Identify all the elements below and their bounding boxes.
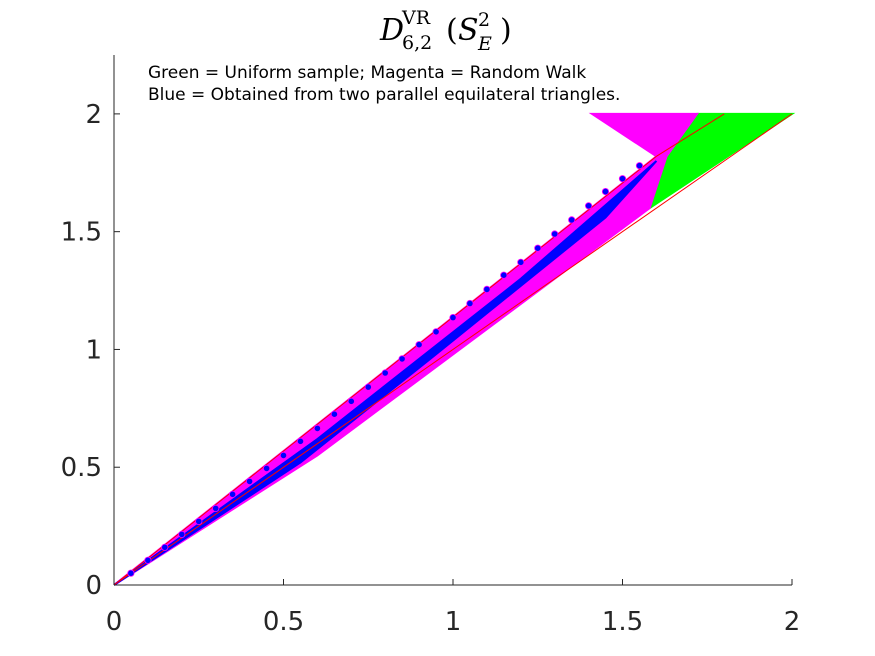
title-superscript: VR	[401, 7, 431, 29]
blue-point-16	[398, 355, 406, 363]
x-tick-label-2: 1	[445, 607, 462, 637]
y-tick-label-4: 2	[85, 100, 102, 130]
x-tick-label-1: 0.5	[263, 607, 304, 637]
blue-point-7	[246, 477, 254, 485]
annotation-line-2: Blue = Obtained from two parallel equila…	[148, 85, 620, 105]
plot-regions	[113, 112, 796, 586]
blue-point-27	[584, 202, 593, 210]
annotation-line-1: Green = Uniform sample; Magenta = Random…	[148, 63, 586, 83]
blue-point-2	[161, 543, 169, 551]
title-arg-superscript: 2	[478, 9, 490, 31]
annotation-block: Green = Uniform sample; Magenta = Random…	[148, 63, 620, 105]
blue-point-17	[415, 341, 423, 349]
blue-point-24	[534, 244, 542, 252]
chart-title: D VR 6,2 ( S 2 E )	[379, 7, 512, 55]
blue-point-0	[127, 569, 135, 577]
blue-point-6	[229, 490, 237, 498]
title-arg-base: S	[458, 13, 479, 48]
y-tick-label-0: 0	[85, 571, 102, 601]
blue-point-21	[483, 285, 491, 293]
plot-boundary-lines	[113, 113, 793, 586]
y-tick-label-1: 0.5	[61, 453, 102, 483]
y-ticks: 0 0.5 1 1.5 2	[61, 100, 120, 601]
region-1	[113, 112, 700, 586]
blue-point-22	[500, 271, 508, 279]
blue-point-3	[178, 530, 186, 539]
x-tick-label-3: 1.5	[602, 607, 643, 637]
blue-point-23	[517, 258, 525, 266]
blue-point-29	[618, 175, 627, 183]
axes: 0 0.5 1 1.5 2 0 0.5 1 1.5 2	[61, 55, 801, 637]
blue-point-14	[364, 383, 372, 391]
blue-point-11	[313, 424, 321, 432]
boundary-line-1	[113, 113, 793, 586]
title-arg-subscript: E	[477, 33, 492, 55]
blue-point-5	[212, 504, 220, 512]
blue-point-10	[296, 437, 305, 445]
title-open-paren: (	[446, 13, 458, 48]
blue-point-28	[601, 188, 610, 196]
blue-point-4	[195, 517, 203, 526]
blue-point-13	[347, 397, 355, 405]
blue-point-15	[381, 369, 389, 377]
title-subscript: 6,2	[402, 32, 432, 54]
blue-point-12	[330, 410, 338, 418]
blue-point-26	[568, 216, 576, 224]
blue-point-20	[466, 299, 474, 308]
x-tick-label-4: 2	[784, 607, 801, 637]
title-close-paren: )	[500, 13, 512, 48]
blue-point-9	[279, 451, 288, 459]
blue-point-8	[262, 464, 271, 472]
title-base: D	[379, 13, 404, 48]
x-tick-label-0: 0	[106, 607, 123, 637]
plot-blue-points	[127, 162, 644, 577]
blue-point-19	[449, 313, 457, 322]
x-ticks: 0 0.5 1 1.5 2	[106, 579, 801, 637]
blue-point-30	[635, 162, 644, 170]
boundary-line-2	[656, 113, 725, 157]
blue-point-1	[144, 556, 152, 564]
y-tick-label-3: 1.5	[61, 218, 102, 248]
region-2	[113, 160, 658, 586]
blue-point-25	[551, 230, 559, 238]
y-tick-label-2: 1	[85, 335, 102, 365]
blue-point-18	[432, 328, 440, 336]
